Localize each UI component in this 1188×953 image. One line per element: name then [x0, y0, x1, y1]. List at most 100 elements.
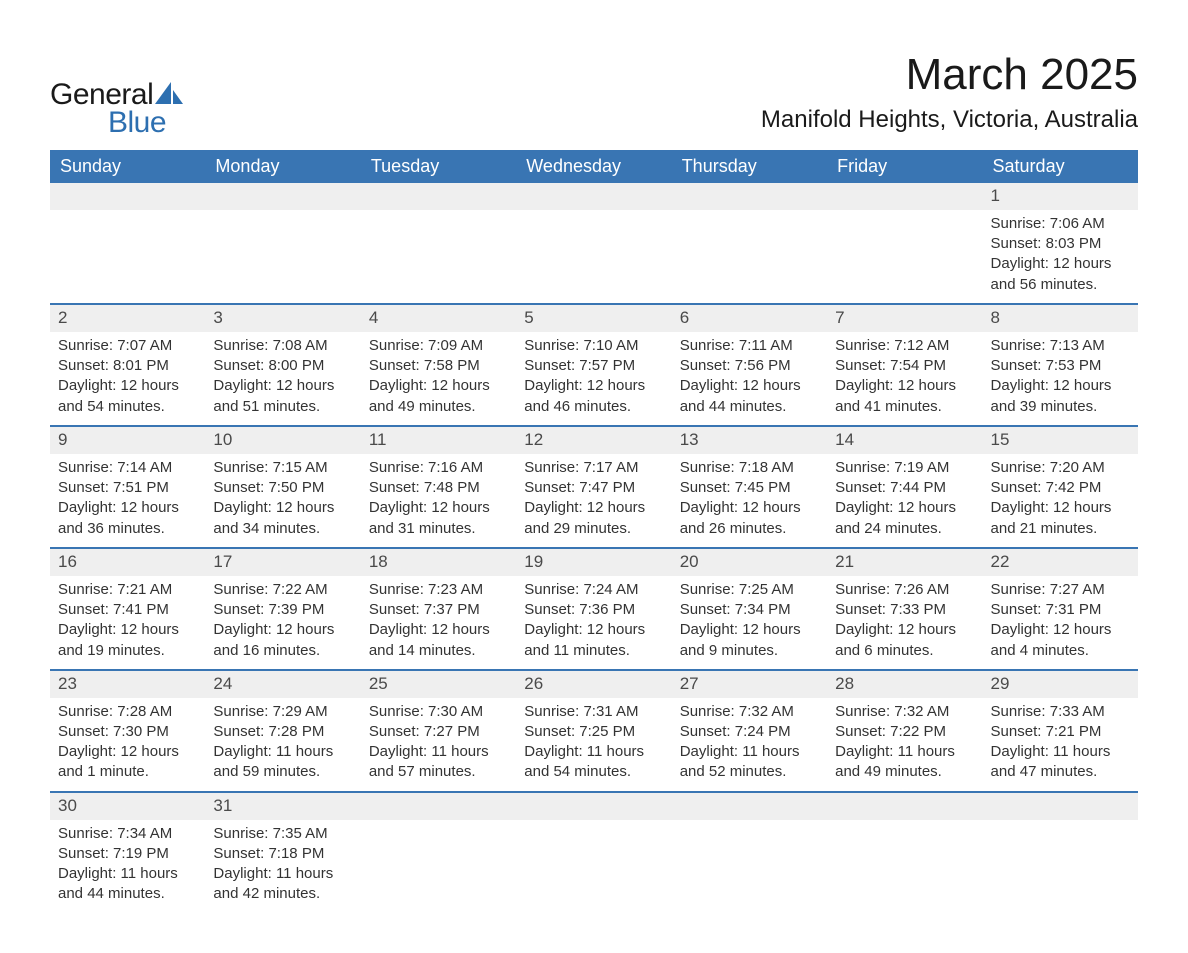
day-cell: Sunrise: 7:20 AMSunset: 7:42 PMDaylight:…	[983, 454, 1138, 548]
weekday-header: Sunday	[50, 150, 205, 183]
day-cell	[827, 820, 982, 913]
day-cell	[983, 820, 1138, 913]
day-cell	[50, 210, 205, 304]
brand-sail-icon	[155, 82, 183, 109]
day-cell: Sunrise: 7:14 AMSunset: 7:51 PMDaylight:…	[50, 454, 205, 548]
sunset-text: Sunset: 7:47 PM	[524, 478, 663, 498]
daylight-line1: Daylight: 11 hours	[213, 742, 352, 762]
weekday-header-row: Sunday Monday Tuesday Wednesday Thursday…	[50, 150, 1138, 183]
sunrise-text: Sunrise: 7:23 AM	[369, 580, 508, 600]
day-number: 7	[827, 304, 982, 332]
sunrise-text: Sunrise: 7:35 AM	[213, 824, 352, 844]
day-number: 12	[516, 426, 671, 454]
day-cell: Sunrise: 7:22 AMSunset: 7:39 PMDaylight:…	[205, 576, 360, 670]
day-cell: Sunrise: 7:09 AMSunset: 7:58 PMDaylight:…	[361, 332, 516, 426]
day-cell	[205, 210, 360, 304]
daylight-line1: Daylight: 12 hours	[58, 498, 197, 518]
day-number: 11	[361, 426, 516, 454]
daylight-line1: Daylight: 12 hours	[58, 376, 197, 396]
day-detail-row: Sunrise: 7:34 AMSunset: 7:19 PMDaylight:…	[50, 820, 1138, 913]
day-cell: Sunrise: 7:31 AMSunset: 7:25 PMDaylight:…	[516, 698, 671, 792]
weekday-header: Monday	[205, 150, 360, 183]
day-cell: Sunrise: 7:32 AMSunset: 7:22 PMDaylight:…	[827, 698, 982, 792]
daylight-line2: and 57 minutes.	[369, 762, 508, 782]
sunset-text: Sunset: 7:45 PM	[680, 478, 819, 498]
sunset-text: Sunset: 7:57 PM	[524, 356, 663, 376]
day-number	[205, 183, 360, 210]
day-cell: Sunrise: 7:06 AMSunset: 8:03 PMDaylight:…	[983, 210, 1138, 304]
daylight-line1: Daylight: 12 hours	[835, 376, 974, 396]
day-number	[983, 792, 1138, 820]
day-number-row: 16171819202122	[50, 548, 1138, 576]
day-cell: Sunrise: 7:18 AMSunset: 7:45 PMDaylight:…	[672, 454, 827, 548]
sunset-text: Sunset: 7:27 PM	[369, 722, 508, 742]
daylight-line2: and 29 minutes.	[524, 519, 663, 539]
day-number: 25	[361, 670, 516, 698]
daylight-line2: and 49 minutes.	[835, 762, 974, 782]
day-detail-row: Sunrise: 7:06 AMSunset: 8:03 PMDaylight:…	[50, 210, 1138, 304]
day-number: 14	[827, 426, 982, 454]
daylight-line1: Daylight: 12 hours	[58, 742, 197, 762]
sunrise-text: Sunrise: 7:07 AM	[58, 336, 197, 356]
day-cell: Sunrise: 7:34 AMSunset: 7:19 PMDaylight:…	[50, 820, 205, 913]
day-number-row: 3031	[50, 792, 1138, 820]
sunset-text: Sunset: 7:31 PM	[991, 600, 1130, 620]
sunset-text: Sunset: 7:58 PM	[369, 356, 508, 376]
sunrise-text: Sunrise: 7:21 AM	[58, 580, 197, 600]
day-number: 24	[205, 670, 360, 698]
day-cell: Sunrise: 7:26 AMSunset: 7:33 PMDaylight:…	[827, 576, 982, 670]
day-cell	[516, 820, 671, 913]
sunrise-text: Sunrise: 7:32 AM	[680, 702, 819, 722]
sunrise-text: Sunrise: 7:06 AM	[991, 214, 1130, 234]
day-detail-row: Sunrise: 7:28 AMSunset: 7:30 PMDaylight:…	[50, 698, 1138, 792]
day-cell: Sunrise: 7:21 AMSunset: 7:41 PMDaylight:…	[50, 576, 205, 670]
day-number: 6	[672, 304, 827, 332]
sunrise-text: Sunrise: 7:08 AM	[213, 336, 352, 356]
weekday-header: Tuesday	[361, 150, 516, 183]
daylight-line2: and 42 minutes.	[213, 884, 352, 904]
sunrise-text: Sunrise: 7:34 AM	[58, 824, 197, 844]
daylight-line2: and 47 minutes.	[991, 762, 1130, 782]
sunset-text: Sunset: 7:41 PM	[58, 600, 197, 620]
daylight-line1: Daylight: 12 hours	[369, 498, 508, 518]
sunset-text: Sunset: 7:48 PM	[369, 478, 508, 498]
daylight-line1: Daylight: 11 hours	[369, 742, 508, 762]
sunrise-text: Sunrise: 7:27 AM	[991, 580, 1130, 600]
sunrise-text: Sunrise: 7:25 AM	[680, 580, 819, 600]
day-number-row: 1	[50, 183, 1138, 210]
day-number	[672, 792, 827, 820]
daylight-line1: Daylight: 11 hours	[524, 742, 663, 762]
day-cell: Sunrise: 7:24 AMSunset: 7:36 PMDaylight:…	[516, 576, 671, 670]
sunset-text: Sunset: 7:30 PM	[58, 722, 197, 742]
day-cell	[361, 820, 516, 913]
daylight-line2: and 26 minutes.	[680, 519, 819, 539]
calendar-page: General Blue March 2025 Manifold Heights…	[0, 0, 1188, 953]
sunrise-text: Sunrise: 7:13 AM	[991, 336, 1130, 356]
daylight-line2: and 44 minutes.	[680, 397, 819, 417]
daylight-line1: Daylight: 11 hours	[991, 742, 1130, 762]
sunset-text: Sunset: 7:37 PM	[369, 600, 508, 620]
day-cell: Sunrise: 7:35 AMSunset: 7:18 PMDaylight:…	[205, 820, 360, 913]
daylight-line2: and 36 minutes.	[58, 519, 197, 539]
day-number: 3	[205, 304, 360, 332]
day-number	[672, 183, 827, 210]
day-number	[50, 183, 205, 210]
sunset-text: Sunset: 7:18 PM	[213, 844, 352, 864]
daylight-line1: Daylight: 11 hours	[680, 742, 819, 762]
daylight-line2: and 39 minutes.	[991, 397, 1130, 417]
sunrise-text: Sunrise: 7:09 AM	[369, 336, 508, 356]
sunrise-text: Sunrise: 7:10 AM	[524, 336, 663, 356]
day-number: 26	[516, 670, 671, 698]
daylight-line2: and 24 minutes.	[835, 519, 974, 539]
daylight-line2: and 44 minutes.	[58, 884, 197, 904]
sunrise-text: Sunrise: 7:17 AM	[524, 458, 663, 478]
sunrise-text: Sunrise: 7:32 AM	[835, 702, 974, 722]
daylight-line2: and 51 minutes.	[213, 397, 352, 417]
day-cell: Sunrise: 7:16 AMSunset: 7:48 PMDaylight:…	[361, 454, 516, 548]
daylight-line1: Daylight: 12 hours	[58, 620, 197, 640]
daylight-line1: Daylight: 12 hours	[680, 620, 819, 640]
daylight-line1: Daylight: 12 hours	[835, 620, 974, 640]
sunset-text: Sunset: 8:00 PM	[213, 356, 352, 376]
day-number: 18	[361, 548, 516, 576]
daylight-line1: Daylight: 12 hours	[835, 498, 974, 518]
